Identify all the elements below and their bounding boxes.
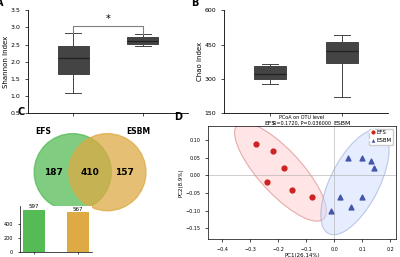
Text: A: A xyxy=(0,0,4,8)
Text: EFS: EFS xyxy=(35,126,51,136)
Text: 187: 187 xyxy=(44,168,63,177)
Point xyxy=(370,166,377,170)
Text: 410: 410 xyxy=(81,168,100,177)
Point xyxy=(359,195,366,199)
Text: ESBM: ESBM xyxy=(126,126,150,136)
Text: *: * xyxy=(106,14,110,24)
PathPatch shape xyxy=(58,46,89,74)
Ellipse shape xyxy=(321,129,389,235)
Point xyxy=(348,205,354,209)
Circle shape xyxy=(34,134,111,211)
Text: 567: 567 xyxy=(72,207,83,212)
Point xyxy=(252,142,259,146)
Title: PCoA on OTU level
R=0.1720, P=0.036000: PCoA on OTU level R=0.1720, P=0.036000 xyxy=(273,115,331,125)
Text: 157: 157 xyxy=(115,168,134,177)
Point xyxy=(264,180,270,185)
Text: B: B xyxy=(191,0,198,8)
PathPatch shape xyxy=(326,42,358,63)
Y-axis label: Chao index: Chao index xyxy=(197,42,203,81)
Point xyxy=(280,166,287,170)
Y-axis label: OTU counts: OTU counts xyxy=(0,215,2,243)
Bar xyxy=(23,210,45,252)
Point xyxy=(309,195,315,199)
X-axis label: PC1(26.14%): PC1(26.14%) xyxy=(284,253,320,257)
Text: 597: 597 xyxy=(29,205,40,209)
Ellipse shape xyxy=(234,123,326,221)
PathPatch shape xyxy=(127,37,158,44)
Point xyxy=(337,195,343,199)
Text: C: C xyxy=(18,107,25,117)
Circle shape xyxy=(69,134,146,211)
Point xyxy=(359,156,366,160)
Point xyxy=(269,149,276,153)
Point xyxy=(345,156,352,160)
Point xyxy=(328,209,335,213)
Legend: EFS, ESBM: EFS, ESBM xyxy=(369,129,393,145)
Bar xyxy=(67,212,89,252)
Point xyxy=(289,188,295,192)
Text: D: D xyxy=(174,112,182,122)
Y-axis label: PC2(8.9%): PC2(8.9%) xyxy=(179,168,184,197)
PathPatch shape xyxy=(254,66,286,79)
Point xyxy=(368,159,374,163)
Y-axis label: Shannon Index: Shannon Index xyxy=(3,35,9,88)
